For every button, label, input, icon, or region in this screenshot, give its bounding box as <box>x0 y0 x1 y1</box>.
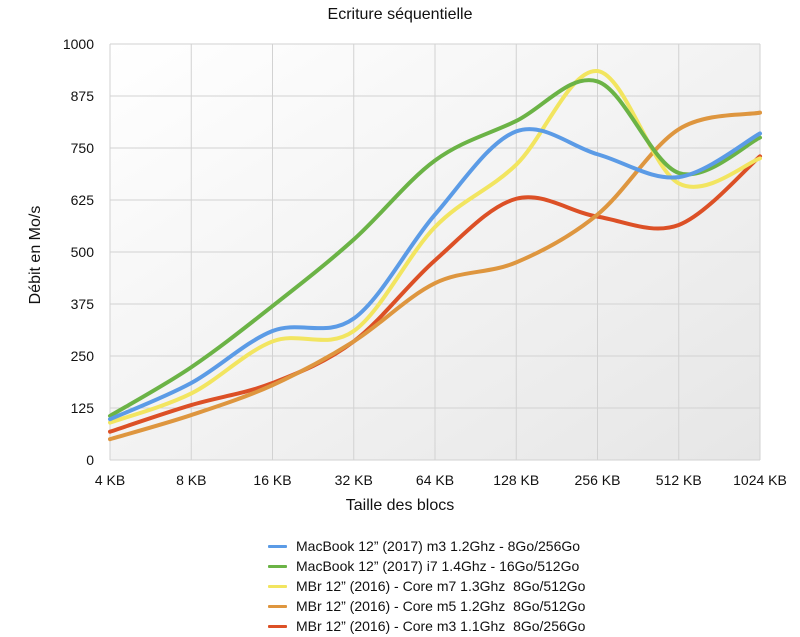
y-tick-label: 0 <box>86 452 94 468</box>
x-tick-label: 128 KB <box>493 472 539 488</box>
y-tick-label: 875 <box>71 88 95 104</box>
legend-label: MacBook 12” (2017) i7 1.4Ghz - 16Go/512G… <box>296 558 580 574</box>
y-tick-label: 250 <box>71 348 95 364</box>
x-tick-label: 16 KB <box>253 472 291 488</box>
legend-label: MBr 12” (2016) - Core m3 1.1Ghz 8Go/256G… <box>296 618 586 634</box>
legend-label: MBr 12” (2016) - Core m5 1.2Ghz 8Go/512G… <box>296 598 586 614</box>
grid <box>109 43 761 461</box>
y-tick-label: 1000 <box>63 36 94 52</box>
axis-ticks: 0 125 250 375 500 625 750 875 1000 4 KB 8 KB 16 KB 3… <box>63 36 787 488</box>
series-line-2 <box>108 78 762 418</box>
legend: MacBook 12” (2017) m3 1.2Ghz - 8Go/256Go… <box>268 536 668 636</box>
legend-label: MBr 12” (2016) - Core m7 1.3Ghz 8Go/512G… <box>296 578 586 594</box>
y-tick-label: 500 <box>71 244 95 260</box>
series-lines <box>108 69 762 442</box>
x-tick-label: 512 KB <box>656 472 702 488</box>
legend-item: MBr 12” (2016) - Core m5 1.2Ghz 8Go/512G… <box>268 596 668 616</box>
y-tick-label: 375 <box>71 296 95 312</box>
legend-swatch <box>268 605 287 608</box>
x-tick-label: 64 KB <box>416 472 454 488</box>
legend-swatch <box>268 565 287 568</box>
legend-item: MacBook 12” (2017) i7 1.4Ghz - 16Go/512G… <box>268 556 668 576</box>
y-tick-label: 125 <box>71 400 95 416</box>
chart-title: Ecriture séquentielle <box>327 6 473 23</box>
y-axis-title: Débit en Mo/s <box>27 205 44 305</box>
series-line-5 <box>108 154 762 434</box>
y-tick-label: 750 <box>71 140 95 156</box>
x-tick-label: 1024 KB <box>733 472 787 488</box>
legend-swatch <box>268 545 287 548</box>
x-axis-title: Taille des blocs <box>345 497 455 514</box>
series-line-1 <box>108 127 762 422</box>
x-tick-label: 256 KB <box>575 472 621 488</box>
y-tick-label: 625 <box>71 192 95 208</box>
legend-swatch <box>268 585 287 588</box>
legend-item: MBr 12” (2016) - Core m7 1.3Ghz 8Go/512G… <box>268 576 668 596</box>
x-tick-label: 32 KB <box>335 472 373 488</box>
legend-swatch <box>268 625 287 628</box>
legend-label: MacBook 12” (2017) m3 1.2Ghz - 8Go/256Go <box>296 538 581 554</box>
x-tick-label: 8 KB <box>176 472 206 488</box>
x-tick-label: 4 KB <box>95 472 125 488</box>
legend-item: MBr 12” (2016) - Core m3 1.1Ghz 8Go/256G… <box>268 616 668 636</box>
legend-item: MacBook 12” (2017) m3 1.2Ghz - 8Go/256Go <box>268 536 668 556</box>
